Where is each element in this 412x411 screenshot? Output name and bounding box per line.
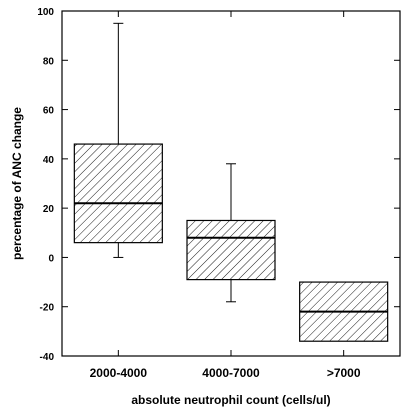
y-tick-label: 20 [43, 204, 55, 215]
x-axis-title: absolute neutrophil count (cells/ul) [131, 393, 330, 407]
box-iqr [186, 219, 276, 281]
y-tick-label: -20 [40, 303, 55, 314]
box-iqr [73, 143, 163, 244]
x-category-label: 2000-4000 [90, 366, 148, 380]
y-axis-title: percentage of ANC change [10, 107, 24, 260]
x-category-label: 4000-7000 [202, 366, 260, 380]
x-category-label: >7000 [327, 366, 361, 380]
y-tick-label: 80 [43, 56, 55, 67]
box-2 [186, 163, 276, 303]
box-1 [73, 22, 163, 258]
y-tick-label: -40 [40, 352, 55, 363]
y-tick-label: 100 [37, 7, 54, 18]
y-tick-label: 40 [43, 155, 55, 166]
y-tick-label: 60 [43, 106, 55, 117]
y-tick-label: 0 [48, 253, 54, 264]
box-3 [299, 281, 389, 342]
